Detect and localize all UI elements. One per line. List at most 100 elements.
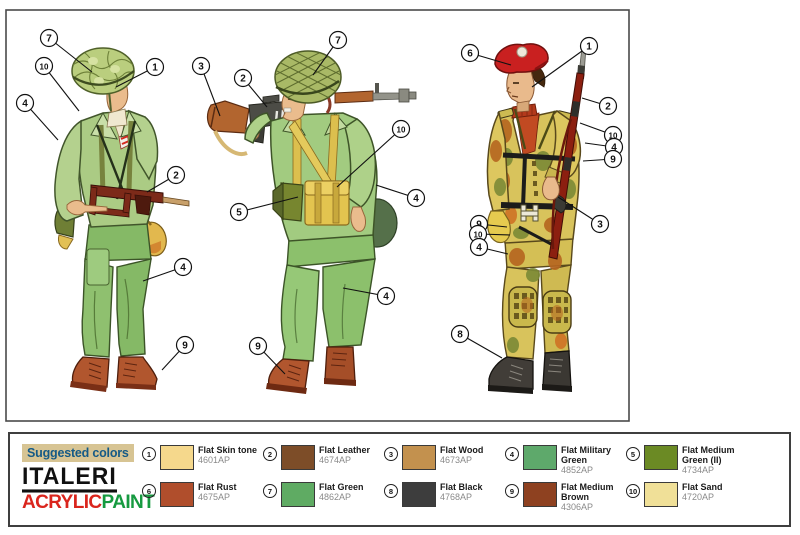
figure-soldier-1 (54, 47, 190, 392)
legend-item-code: 4674AP (319, 455, 352, 466)
svg-text:4: 4 (476, 242, 482, 253)
legend-item-name: Flat Medium Brown (561, 482, 614, 503)
legend-item-code: 4768AP (440, 492, 473, 503)
legend-item-number: 5 (626, 447, 640, 461)
color-swatch (644, 445, 678, 470)
svg-text:7: 7 (46, 33, 52, 44)
color-swatch (523, 482, 557, 507)
callout-marker-10: 10 (34, 56, 80, 112)
svg-text:7: 7 (335, 35, 341, 46)
color-swatch (402, 445, 436, 470)
color-swatch (523, 445, 557, 470)
legend-item-code: 4862AP (319, 492, 352, 503)
legend-item-number: 6 (142, 484, 156, 498)
legend-item-name: Flat Skin tone (198, 445, 258, 455)
callout-marker-9: 9 (248, 336, 286, 375)
legend-item-code: 4306AP (561, 502, 594, 513)
svg-text:4: 4 (22, 98, 28, 109)
legend-item-name: Flat Wood (440, 445, 484, 455)
callout-marker-10: 10 (468, 224, 511, 244)
callout-marker-4: 4 (142, 257, 193, 282)
paint-color-list: 1 Flat Skin tone 4601AP 2 Flat Leather 4… (142, 445, 747, 512)
callout-marker-4: 4 (469, 237, 509, 257)
legend-item: 9 Flat Medium Brown 4306AP (505, 482, 626, 512)
callout-marker-3: 3 (557, 196, 610, 234)
callout-marker-9: 9 (161, 335, 195, 371)
legend-item-name: Flat Black (440, 482, 483, 492)
legend-item-name: Flat Green (319, 482, 364, 492)
color-swatch (160, 482, 194, 507)
svg-text:10: 10 (40, 62, 49, 71)
legend-item-code: 4734AP (682, 465, 715, 476)
svg-text:2: 2 (173, 170, 179, 181)
legend-item: 6 Flat Rust 4675AP (142, 482, 263, 512)
svg-text:6: 6 (467, 48, 473, 59)
svg-text:9: 9 (476, 219, 482, 230)
svg-text:4: 4 (611, 142, 617, 153)
svg-text:9: 9 (255, 341, 261, 352)
legend-item-name: Flat Rust (198, 482, 237, 492)
color-swatch (402, 482, 436, 507)
svg-text:4: 4 (413, 193, 419, 204)
figure-soldier-3 (486, 43, 587, 394)
svg-text:2: 2 (605, 101, 611, 112)
callout-marker-2: 2 (146, 165, 186, 193)
legend-item: 5 Flat Medium Green (II) 4734AP (626, 445, 747, 482)
svg-text:9: 9 (182, 340, 188, 351)
legend-item-code: 4852AP (561, 465, 594, 476)
callout-marker-1: 1 (531, 36, 599, 88)
svg-text:4: 4 (180, 262, 186, 273)
color-swatch (281, 482, 315, 507)
callout-marker-5: 5 (229, 196, 299, 222)
svg-text:5: 5 (236, 207, 242, 218)
svg-text:3: 3 (597, 219, 603, 230)
callout-marker-3: 3 (191, 56, 221, 117)
legend-item-number: 7 (263, 484, 277, 498)
svg-text:4: 4 (383, 291, 389, 302)
legend-item-number: 1 (142, 447, 156, 461)
legend-item-code: 4601AP (198, 455, 231, 466)
svg-text:9: 9 (610, 154, 616, 165)
callout-marker-4: 4 (15, 93, 59, 141)
callout-marker-9: 9 (582, 149, 623, 169)
acrylic-logo-text: ACRYLIC (22, 492, 102, 513)
legend-item-name: Flat Leather (319, 445, 371, 455)
legend-item-number: 4 (505, 447, 519, 461)
callout-marker-1: 1 (115, 57, 165, 88)
legend-item-name: Flat Military Green (561, 445, 612, 466)
callout-marker-6: 6 (460, 43, 512, 66)
color-swatch (281, 445, 315, 470)
paint-logo-text: PAINT (101, 492, 155, 513)
legend-item: 7 Flat Green 4862AP (263, 482, 384, 512)
legend-item-code: 4720AP (682, 492, 715, 503)
callout-marker-7: 7 (312, 30, 348, 76)
legend-item: 10 Flat Sand 4720AP (626, 482, 747, 512)
color-swatch (160, 445, 194, 470)
legend-item-name: Flat Medium Green (II) (682, 445, 735, 466)
acrylic-paint-logo: ACRYLICPAINT (22, 492, 155, 514)
svg-text:1: 1 (152, 62, 158, 73)
brand-block: Suggested colors ITALERI ACRYLICPAINT (22, 444, 155, 514)
legend-item: 2 Flat Leather 4674AP (263, 445, 384, 482)
legend-item: 4 Flat Military Green 4852AP (505, 445, 626, 482)
svg-text:2: 2 (240, 73, 246, 84)
legend-item-number: 8 (384, 484, 398, 498)
suggested-colors-label: Suggested colors (22, 444, 134, 462)
svg-text:10: 10 (474, 230, 483, 239)
svg-text:10: 10 (397, 125, 406, 134)
legend-item-number: 2 (263, 447, 277, 461)
svg-text:10: 10 (609, 131, 618, 140)
legend-item-number: 10 (626, 484, 640, 498)
legend-item-name: Flat Sand (682, 482, 723, 492)
svg-text:1: 1 (586, 41, 592, 52)
legend-item-code: 4675AP (198, 492, 231, 503)
callout-marker-4: 4 (342, 286, 396, 306)
callout-marker-2: 2 (233, 68, 268, 108)
legend-item-number: 3 (384, 447, 398, 461)
callout-marker-10: 10 (336, 119, 411, 188)
callout-marker-4: 4 (375, 184, 426, 208)
callout-marker-7: 7 (39, 28, 93, 73)
callout-marker-8: 8 (450, 324, 503, 359)
